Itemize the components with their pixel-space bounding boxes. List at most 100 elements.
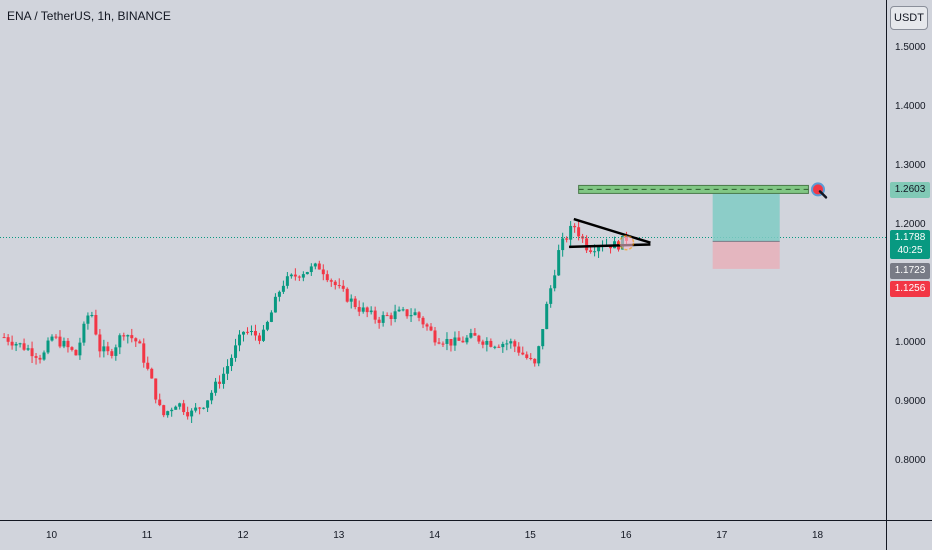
candle-body	[481, 341, 485, 345]
currency-button[interactable]: USDT	[890, 6, 928, 30]
price-tick-label: 1.2000	[895, 219, 926, 230]
candle-body	[401, 309, 405, 311]
candle-body	[242, 331, 245, 335]
time-tick-label: 14	[429, 530, 441, 541]
candle-body	[30, 348, 34, 357]
candle-body	[265, 321, 269, 330]
target-marker-arrow	[818, 190, 828, 199]
candle-body	[106, 346, 110, 352]
candle-body	[178, 403, 182, 407]
candle-body	[393, 311, 397, 320]
candle-body	[321, 269, 325, 275]
candle-body	[357, 307, 361, 312]
candle-body	[453, 337, 457, 346]
candle-body	[529, 357, 533, 359]
candle-body	[553, 275, 557, 289]
candle-body	[38, 357, 42, 360]
candle-body	[82, 323, 86, 343]
candle-body	[74, 349, 78, 356]
candle-body	[421, 317, 425, 325]
candle-body	[505, 343, 509, 345]
candle-body	[549, 288, 553, 304]
candle-body	[70, 347, 74, 350]
candle-body	[597, 247, 601, 252]
candle-body	[477, 335, 481, 342]
candle-body	[170, 409, 174, 412]
candle-body	[62, 340, 66, 347]
candle-body	[501, 343, 505, 348]
candle-body	[234, 345, 238, 358]
candle-body	[222, 373, 226, 384]
candle-body	[405, 309, 409, 317]
candle-body	[90, 315, 94, 317]
candle-body	[226, 366, 230, 374]
candle-body	[325, 274, 329, 281]
candle-body	[589, 250, 593, 252]
candle-body	[469, 333, 473, 338]
candle-body	[537, 346, 541, 364]
candle-body	[397, 309, 401, 312]
candle-body	[301, 274, 305, 278]
candle-body	[417, 312, 421, 318]
breakout-circle	[618, 234, 635, 251]
candle-body	[361, 307, 365, 312]
candle-body	[281, 285, 285, 292]
stop-price-badge: 1.1256	[890, 281, 930, 297]
price-tick-label: 1.4000	[895, 101, 926, 112]
candle-body	[593, 251, 597, 253]
candle-body	[313, 263, 317, 267]
candle-body	[569, 225, 573, 240]
candle-body	[297, 276, 301, 278]
candle-body	[66, 340, 70, 348]
candle-body	[174, 406, 178, 410]
candle-body	[245, 331, 249, 333]
candle-body	[377, 319, 381, 323]
triangle-lower-line	[569, 243, 651, 249]
candle-body	[369, 310, 373, 313]
candle-body	[489, 340, 493, 347]
candle-body	[122, 335, 126, 337]
candle-body	[273, 296, 277, 313]
candle-body	[317, 263, 321, 270]
candle-body	[146, 362, 150, 369]
time-tick-label: 16	[620, 530, 632, 541]
time-tick-label: 17	[716, 530, 728, 541]
candle-body	[573, 225, 577, 228]
candle-body	[138, 341, 142, 344]
target-zone	[712, 189, 780, 242]
candle-body	[485, 340, 489, 345]
candle-body	[94, 315, 98, 335]
price-tick-label: 1.0000	[895, 337, 926, 348]
candle-body	[425, 324, 429, 327]
chart-title: ENA / TetherUS, 1h, BINANCE	[7, 9, 171, 23]
candle-body	[102, 346, 106, 352]
candle-body	[561, 238, 565, 251]
candle-body	[22, 343, 26, 350]
candle-body	[18, 343, 22, 345]
candle-body	[565, 238, 569, 240]
candle-body	[409, 315, 413, 317]
candle-body	[238, 334, 242, 346]
time-tick-label: 13	[333, 530, 345, 541]
candle-body	[545, 303, 549, 330]
candle-body	[206, 400, 210, 408]
candle-body	[513, 341, 517, 347]
candle-body	[473, 333, 477, 336]
candle-body	[433, 330, 437, 343]
time-tick-label: 18	[812, 530, 824, 541]
candle-body	[461, 340, 465, 343]
candle-body	[413, 312, 417, 316]
candle-body	[289, 274, 293, 277]
candle-body	[166, 411, 170, 416]
candle-body	[441, 343, 445, 345]
candle-body	[497, 346, 501, 348]
candle-body	[373, 310, 377, 320]
candle-body	[337, 285, 341, 287]
candle-body	[341, 285, 345, 289]
candle-body	[329, 280, 333, 282]
candle-body	[577, 227, 581, 237]
candle-body	[154, 378, 158, 400]
candle-body	[365, 307, 369, 313]
candle-body	[78, 342, 82, 356]
